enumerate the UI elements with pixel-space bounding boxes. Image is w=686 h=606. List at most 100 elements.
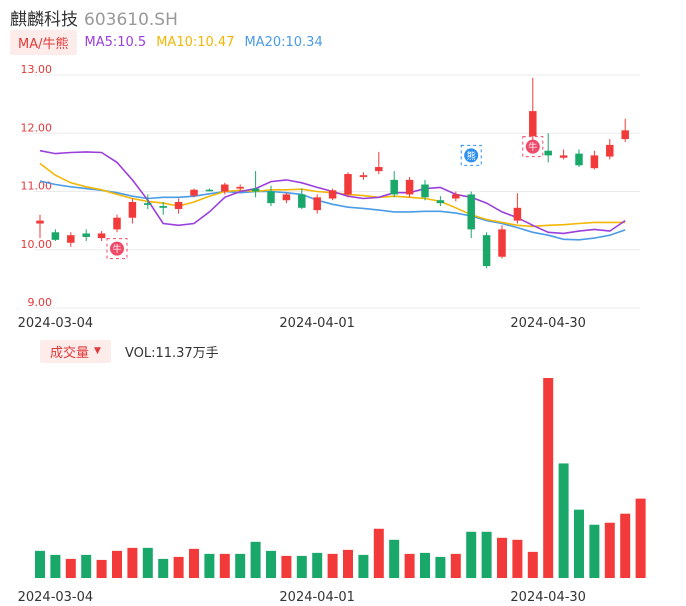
bull-signal-glyph: 牛 [112,243,121,255]
candle-body [498,229,506,257]
volume-bar [497,537,507,578]
volume-indicator-label: 成交量 [50,345,90,361]
ma20-label: MA20:10.34 [244,34,323,50]
candle-body [221,184,229,192]
candle-body [559,155,568,158]
candle-body [144,203,152,205]
candle-body [82,233,90,237]
candle-body [621,130,629,140]
candle-body [482,235,491,267]
candle-body [513,207,522,221]
y-tick-label: 9.00 [28,296,53,309]
candle-body [313,197,321,211]
volume-bar [173,556,184,578]
x-tick-label: 2024-04-30 [510,590,586,605]
candle-body [174,201,183,209]
volume-bar [435,556,446,578]
bull-signal-frame [106,238,128,260]
candle-body [436,200,445,204]
volume-bar [358,554,369,578]
volume-bar [404,553,415,578]
candle-body [159,206,167,208]
volume-bar [543,378,554,578]
volume-bar [81,554,92,578]
ma-indicator-selector[interactable]: MA/牛熊 [10,29,77,55]
volume-bar [235,553,246,578]
candle-body [575,153,583,166]
candle-body [236,186,244,189]
candle-body [251,188,260,192]
volume-bar [589,524,600,578]
volume-bar [96,559,107,578]
candle-body [328,190,337,199]
volume-bar [373,528,384,578]
candle-body [359,175,368,177]
volume-bar [65,558,76,578]
volume-bar [574,509,584,578]
candle-body [113,217,121,230]
candle-body [97,233,106,239]
volume-bar [204,553,215,578]
candle-body [405,179,414,195]
candle-body [267,191,275,204]
volume-bar [50,554,61,578]
y-tick-label: 10.00 [21,238,53,251]
x-tick-label: 2024-04-01 [279,590,355,605]
volume-bar [266,550,276,578]
stock-name: 麒麟科技 [10,10,78,30]
volume-legend: 成交量 ▼ VOL:11.37万手 [40,339,219,363]
candle-body [606,144,614,157]
volume-bar [604,522,615,578]
candle-body [452,194,460,199]
bear-signal-frame [460,144,482,166]
y-tick-label: 13.00 [21,63,53,76]
volume-bar [312,552,323,578]
x-tick-label: 2024-04-30 [510,316,586,331]
ma-legend: MA/牛熊 MA5:10.5 MA10:10.47 MA20:10.34 [10,29,333,55]
candle-body [36,220,44,224]
stock-code: 603610.SH [84,10,178,30]
volume-bar [281,555,292,578]
volume-bar [481,531,492,578]
candle-body [190,189,198,196]
candle-body [128,201,137,218]
volume-bar [420,552,430,578]
ma5-label: MA5:10.5 [84,34,147,50]
volume-bar [327,553,338,578]
volume-bar [112,550,122,578]
x-tick-label: 2024-04-01 [279,316,355,331]
volume-bar [35,550,45,578]
candle-body [467,194,475,230]
bull-signal-icon [110,241,124,256]
candle-body [205,189,214,192]
volume-indicator-selector[interactable]: 成交量 ▼ [40,339,111,363]
volume-bar [558,463,569,578]
dropdown-arrow-icon: ▼ [94,346,101,356]
volume-bar [158,558,169,578]
x-tick-label: 2024-03-04 [18,316,94,331]
volume-bar [635,498,646,578]
candle-body [282,194,291,201]
candle-body [344,174,352,195]
volume-bar [620,513,631,578]
bull-signal-glyph: 牛 [528,141,537,153]
ma20-line [39,180,626,241]
candle-body [298,194,306,208]
y-tick-label: 12.00 [21,121,53,134]
candle-body [590,155,599,169]
ma10-label: MA10:10.47 [156,34,235,50]
candle-body [544,150,552,156]
candle-body [529,111,537,137]
candle-body [67,235,75,243]
volume-bar [527,551,538,578]
bull-signal-icon [525,139,540,154]
volume-bar [512,539,523,578]
bear-signal-icon [464,148,479,163]
volume-bar [127,547,138,578]
bull-signal-frame [522,136,544,158]
volume-bar [450,553,461,578]
volume-bar [466,531,477,578]
candle-body [51,232,60,240]
stock-title: 麒麟科技 603610.SH [10,5,178,30]
